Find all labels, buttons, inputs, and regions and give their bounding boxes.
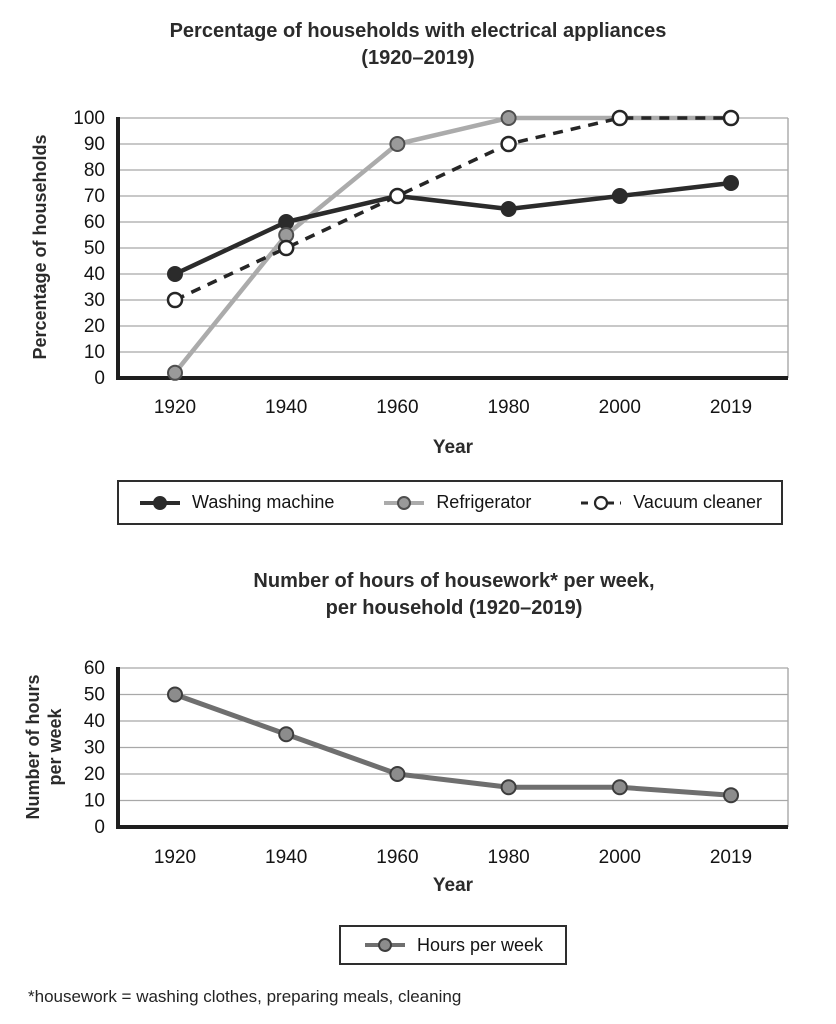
legend-label-washing-machine: Washing machine [192, 492, 335, 512]
hours-per-week-line-sample-icon [364, 938, 405, 952]
chart1-title: Percentage of households with electrical… [0, 18, 836, 72]
x-tick-label: 1980 [487, 847, 529, 868]
data-point-hours-per-week [389, 766, 406, 782]
data-point-hours-per-week [167, 686, 183, 703]
data-point-vacuum-cleaner [166, 291, 184, 309]
data-point-vacuum-cleaner [500, 135, 517, 153]
y-tick-label: 60 [84, 658, 105, 679]
legend-label-hours-per-week: Hours per week [416, 934, 544, 955]
y-tick-label: 0 [94, 368, 105, 389]
data-point-hours-per-week [723, 787, 739, 804]
series-line-washing-machine [172, 180, 734, 277]
appliances-line-chart: 0 10 20 30 40 50 60 70 80 90 100 1920 1940 1960 1980 20… [73, 108, 789, 418]
housework-footnote: *housework = washing clothes, preparing … [28, 987, 462, 1006]
y-tick-label: 10 [84, 342, 105, 363]
x-tick-label: 1940 [265, 397, 307, 418]
x-tick-label: 1980 [487, 397, 529, 418]
legend-label-refrigerator: Refrigerator [436, 492, 532, 512]
data-point-washing-machine [723, 175, 739, 191]
data-point-hours-per-week [611, 779, 628, 796]
x-tick-label: 1960 [376, 847, 418, 868]
x-tick-label: 1920 [154, 397, 196, 418]
data-point-washing-machine [500, 201, 517, 217]
y-tick-label: 80 [84, 160, 105, 181]
chart1-title-line2: (1920–2019) [361, 47, 475, 69]
refrigerator-line-sample-icon [384, 495, 425, 510]
chart2-title-line2: per household (1920–2019) [325, 597, 583, 619]
y-tick-label: 70 [84, 186, 105, 207]
data-point-vacuum-cleaner [611, 109, 629, 127]
data-point-washing-machine [167, 266, 183, 282]
y-tick-label: 30 [84, 738, 105, 759]
x-tick-label: 2000 [599, 397, 641, 418]
housework-hours-line-chart: 0 10 20 30 40 50 60 1920 1940 1960 1980 2000 2019 [84, 658, 789, 868]
x-tick-label: 2019 [710, 847, 752, 868]
y-tick-label: 40 [84, 711, 105, 732]
series-line-refrigerator [172, 115, 734, 376]
x-tick-label: 2019 [710, 397, 752, 418]
legend-sample-marker [397, 495, 412, 510]
series-line-hours-per-week [172, 692, 734, 798]
data-point-washing-machine [611, 188, 628, 204]
data-point-refrigerator [167, 364, 183, 381]
data-point-vacuum-cleaner [389, 187, 406, 205]
series-line-vacuum-cleaner [174, 116, 731, 302]
y-tick-label: 0 [94, 817, 105, 838]
chart2-title-line1: Number of hours of housework* per week, [253, 570, 655, 592]
data-point-hours-per-week [278, 726, 295, 743]
x-tick-label: 2000 [599, 847, 641, 868]
y-tick-label: 10 [84, 791, 105, 812]
y-tick-label: 60 [84, 212, 105, 233]
y-tick-label: 50 [84, 238, 105, 259]
y-tick-label: 90 [84, 134, 105, 155]
data-point-hours-per-week [500, 779, 517, 796]
y-tick-label: 40 [84, 264, 105, 285]
data-point-vacuum-cleaner [277, 239, 295, 257]
chart2-legend: Hours per week [339, 925, 567, 965]
legend-sample-marker [594, 495, 609, 510]
legend-item-refrigerator: Refrigerator [382, 492, 531, 513]
data-point-vacuum-cleaner [722, 109, 740, 127]
chart1-title-line1: Percentage of households with electrical… [169, 20, 667, 42]
chart2-title: Number of hours of housework* per week, … [0, 568, 836, 622]
x-tick-label: 1920 [154, 847, 196, 868]
legend-item-washing-machine: Washing machine [138, 492, 334, 513]
y-tick-label: 100 [73, 108, 105, 129]
y-tick-label: 30 [84, 290, 105, 311]
data-point-refrigerator [389, 136, 406, 152]
chart2-x-axis-label: Year [432, 875, 474, 896]
data-point-refrigerator [500, 110, 517, 126]
y-tick-label: 20 [84, 764, 105, 785]
y-tick-label: 50 [84, 685, 105, 706]
y-tick-label: 20 [84, 316, 105, 337]
chart1-x-axis-label: Year [432, 437, 474, 458]
washing-machine-line-sample-icon [140, 495, 180, 510]
data-point-washing-machine [278, 214, 295, 230]
legend-sample-marker [153, 495, 167, 510]
legend-label-vacuum-cleaner: Vacuum cleaner [633, 492, 762, 512]
legend-item-vacuum-cleaner: Vacuum cleaner [579, 492, 762, 513]
vacuum-cleaner-line-sample-icon [581, 495, 622, 510]
x-tick-label: 1960 [376, 397, 418, 418]
legend-sample-marker [377, 938, 392, 952]
chart1-legend: Washing machine Refrigerator Vacuum clea… [117, 480, 783, 525]
x-tick-label: 1940 [265, 847, 307, 868]
legend-item-hours-per-week: Hours per week [363, 935, 543, 956]
